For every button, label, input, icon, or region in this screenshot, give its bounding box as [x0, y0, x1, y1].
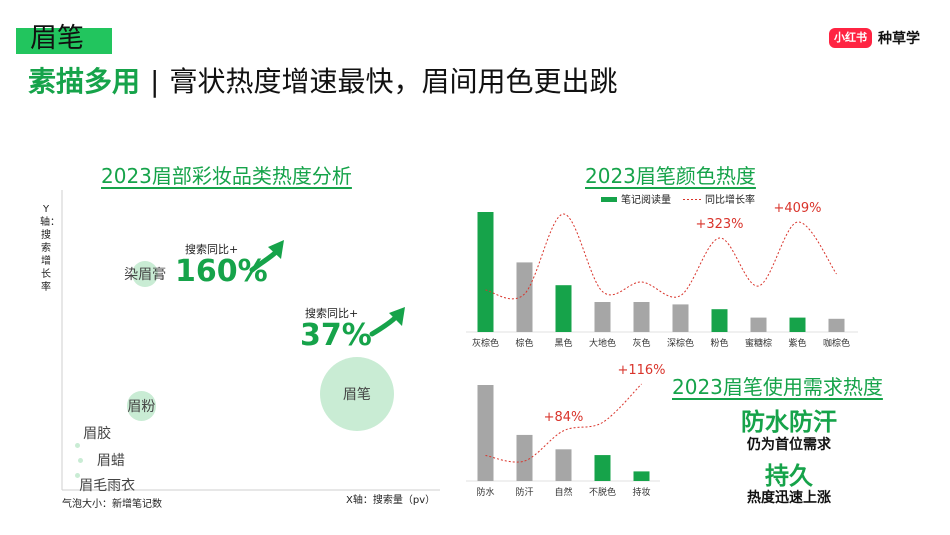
color-chart-title: 2023眉笔颜色热度 [585, 164, 756, 188]
growth-arrow-2-shaft [369, 314, 399, 337]
need-2-headline: 持久 [765, 462, 813, 490]
bubble-5 [74, 472, 80, 478]
xiaohongshu-logo: 小红书 [829, 28, 872, 48]
bubble-0 [132, 261, 159, 287]
subtitle-highlight: 素描多用 [28, 65, 141, 98]
subtitle-rest: 膏状热度增速最快，眉间用色更出跳 [169, 65, 618, 98]
bubble-size-note: 气泡大小：新增笔记数 [62, 499, 162, 510]
demand-growth-label-0: +84% [544, 410, 584, 425]
demand-tick-1: 防汗 [515, 486, 533, 498]
page-title: 眉笔 [30, 23, 84, 54]
need-1-headline: 防水防汗 [741, 408, 837, 436]
legend-label-growth: 同比增长率 [705, 193, 755, 206]
color-tick-9: 咖棕色 [823, 337, 850, 349]
bubble-chart-x-axis-label: X轴：搜索量（pv） [346, 495, 436, 506]
color-bar-2 [555, 285, 572, 332]
annotation-label-2: 搜索同比+ [305, 307, 359, 320]
bubble-label-3: 眉胶 [83, 426, 112, 442]
color-tick-8: 紫色 [788, 337, 806, 349]
need-2-caption: 热度迅速上涨 [747, 490, 831, 506]
color-tick-7: 蜜糖棕 [745, 337, 772, 349]
page-subtitle: 素描多用 | 膏状热度增速最快，眉间用色更出跳 [28, 64, 617, 100]
bubble-label-0: 染眉膏 [124, 267, 167, 283]
demand-bar-4 [633, 471, 650, 481]
color-bar-4 [633, 302, 650, 332]
demand-bar-3 [594, 455, 611, 481]
need-1-caption: 仍为首位需求 [747, 437, 831, 453]
title-highlight-band [16, 28, 112, 54]
demand-chart-title: 2023眉笔使用需求热度 [672, 375, 883, 399]
color-bar-6 [711, 309, 728, 332]
demand-growth-label-1: +116% [617, 363, 665, 378]
growth-arrow-1-shaft [249, 249, 279, 273]
demand-tick-3: 不脱色 [589, 486, 616, 498]
subtitle-separator: | [150, 65, 160, 98]
bubble-3 [74, 442, 80, 448]
demand-bar-2 [555, 449, 572, 481]
bubble-chart-title: 2023眉部彩妆品类热度分析 [101, 164, 352, 188]
bubble-label-5: 眉毛雨衣 [79, 478, 136, 494]
legend-label-reads: 笔记阅读量 [621, 193, 671, 206]
color-growth-label-1: +409% [773, 201, 821, 216]
annotation-value-2: 37% [300, 318, 372, 353]
growth-arrow-2-head [389, 307, 405, 326]
legend-swatch-reads [601, 197, 617, 202]
color-tick-1: 棕色 [515, 337, 533, 349]
bubble-chart-y-axis-label: Y轴：搜索增长率 [40, 204, 60, 293]
bubble-label-2: 眉粉 [127, 399, 156, 415]
demand-tick-4: 持妆 [632, 486, 650, 498]
color-tick-3: 大地色 [589, 337, 616, 349]
color-tick-6: 粉色 [710, 337, 728, 349]
bubble-1 [319, 357, 394, 431]
color-growth-label-0: +323% [695, 217, 743, 232]
bubble-4 [78, 457, 84, 463]
demand-growth-line [485, 383, 642, 463]
demand-bar-1 [516, 434, 533, 481]
brand-name: 种草学 [878, 31, 920, 47]
color-bar-8 [789, 317, 806, 332]
bubble-label-4: 眉蜡 [96, 453, 125, 469]
growth-arrow-1-head [268, 240, 284, 259]
brand: 小红书 种草学 [829, 28, 920, 48]
bubble-label-1: 眉笔 [342, 387, 371, 403]
bubble-2 [126, 391, 157, 421]
color-tick-5: 深棕色 [667, 337, 694, 349]
color-tick-4: 灰色 [632, 337, 650, 349]
color-growth-line [485, 213, 837, 300]
color-bar-9 [828, 318, 845, 332]
color-bar-7 [750, 317, 767, 332]
color-bar-3 [594, 302, 611, 332]
annotation-label-1: 搜索同比+ [185, 243, 239, 256]
demand-tick-2: 自然 [554, 486, 572, 498]
color-tick-0: 灰棕色 [472, 337, 499, 349]
demand-tick-0: 防水 [476, 486, 494, 498]
demand-bar-0 [477, 385, 494, 481]
color-chart-legend: 笔记阅读量 同比增长率 [601, 193, 755, 206]
color-bar-0 [477, 212, 494, 332]
color-bar-5 [672, 304, 689, 332]
color-tick-2: 黑色 [554, 337, 572, 349]
color-bar-1 [516, 262, 533, 332]
